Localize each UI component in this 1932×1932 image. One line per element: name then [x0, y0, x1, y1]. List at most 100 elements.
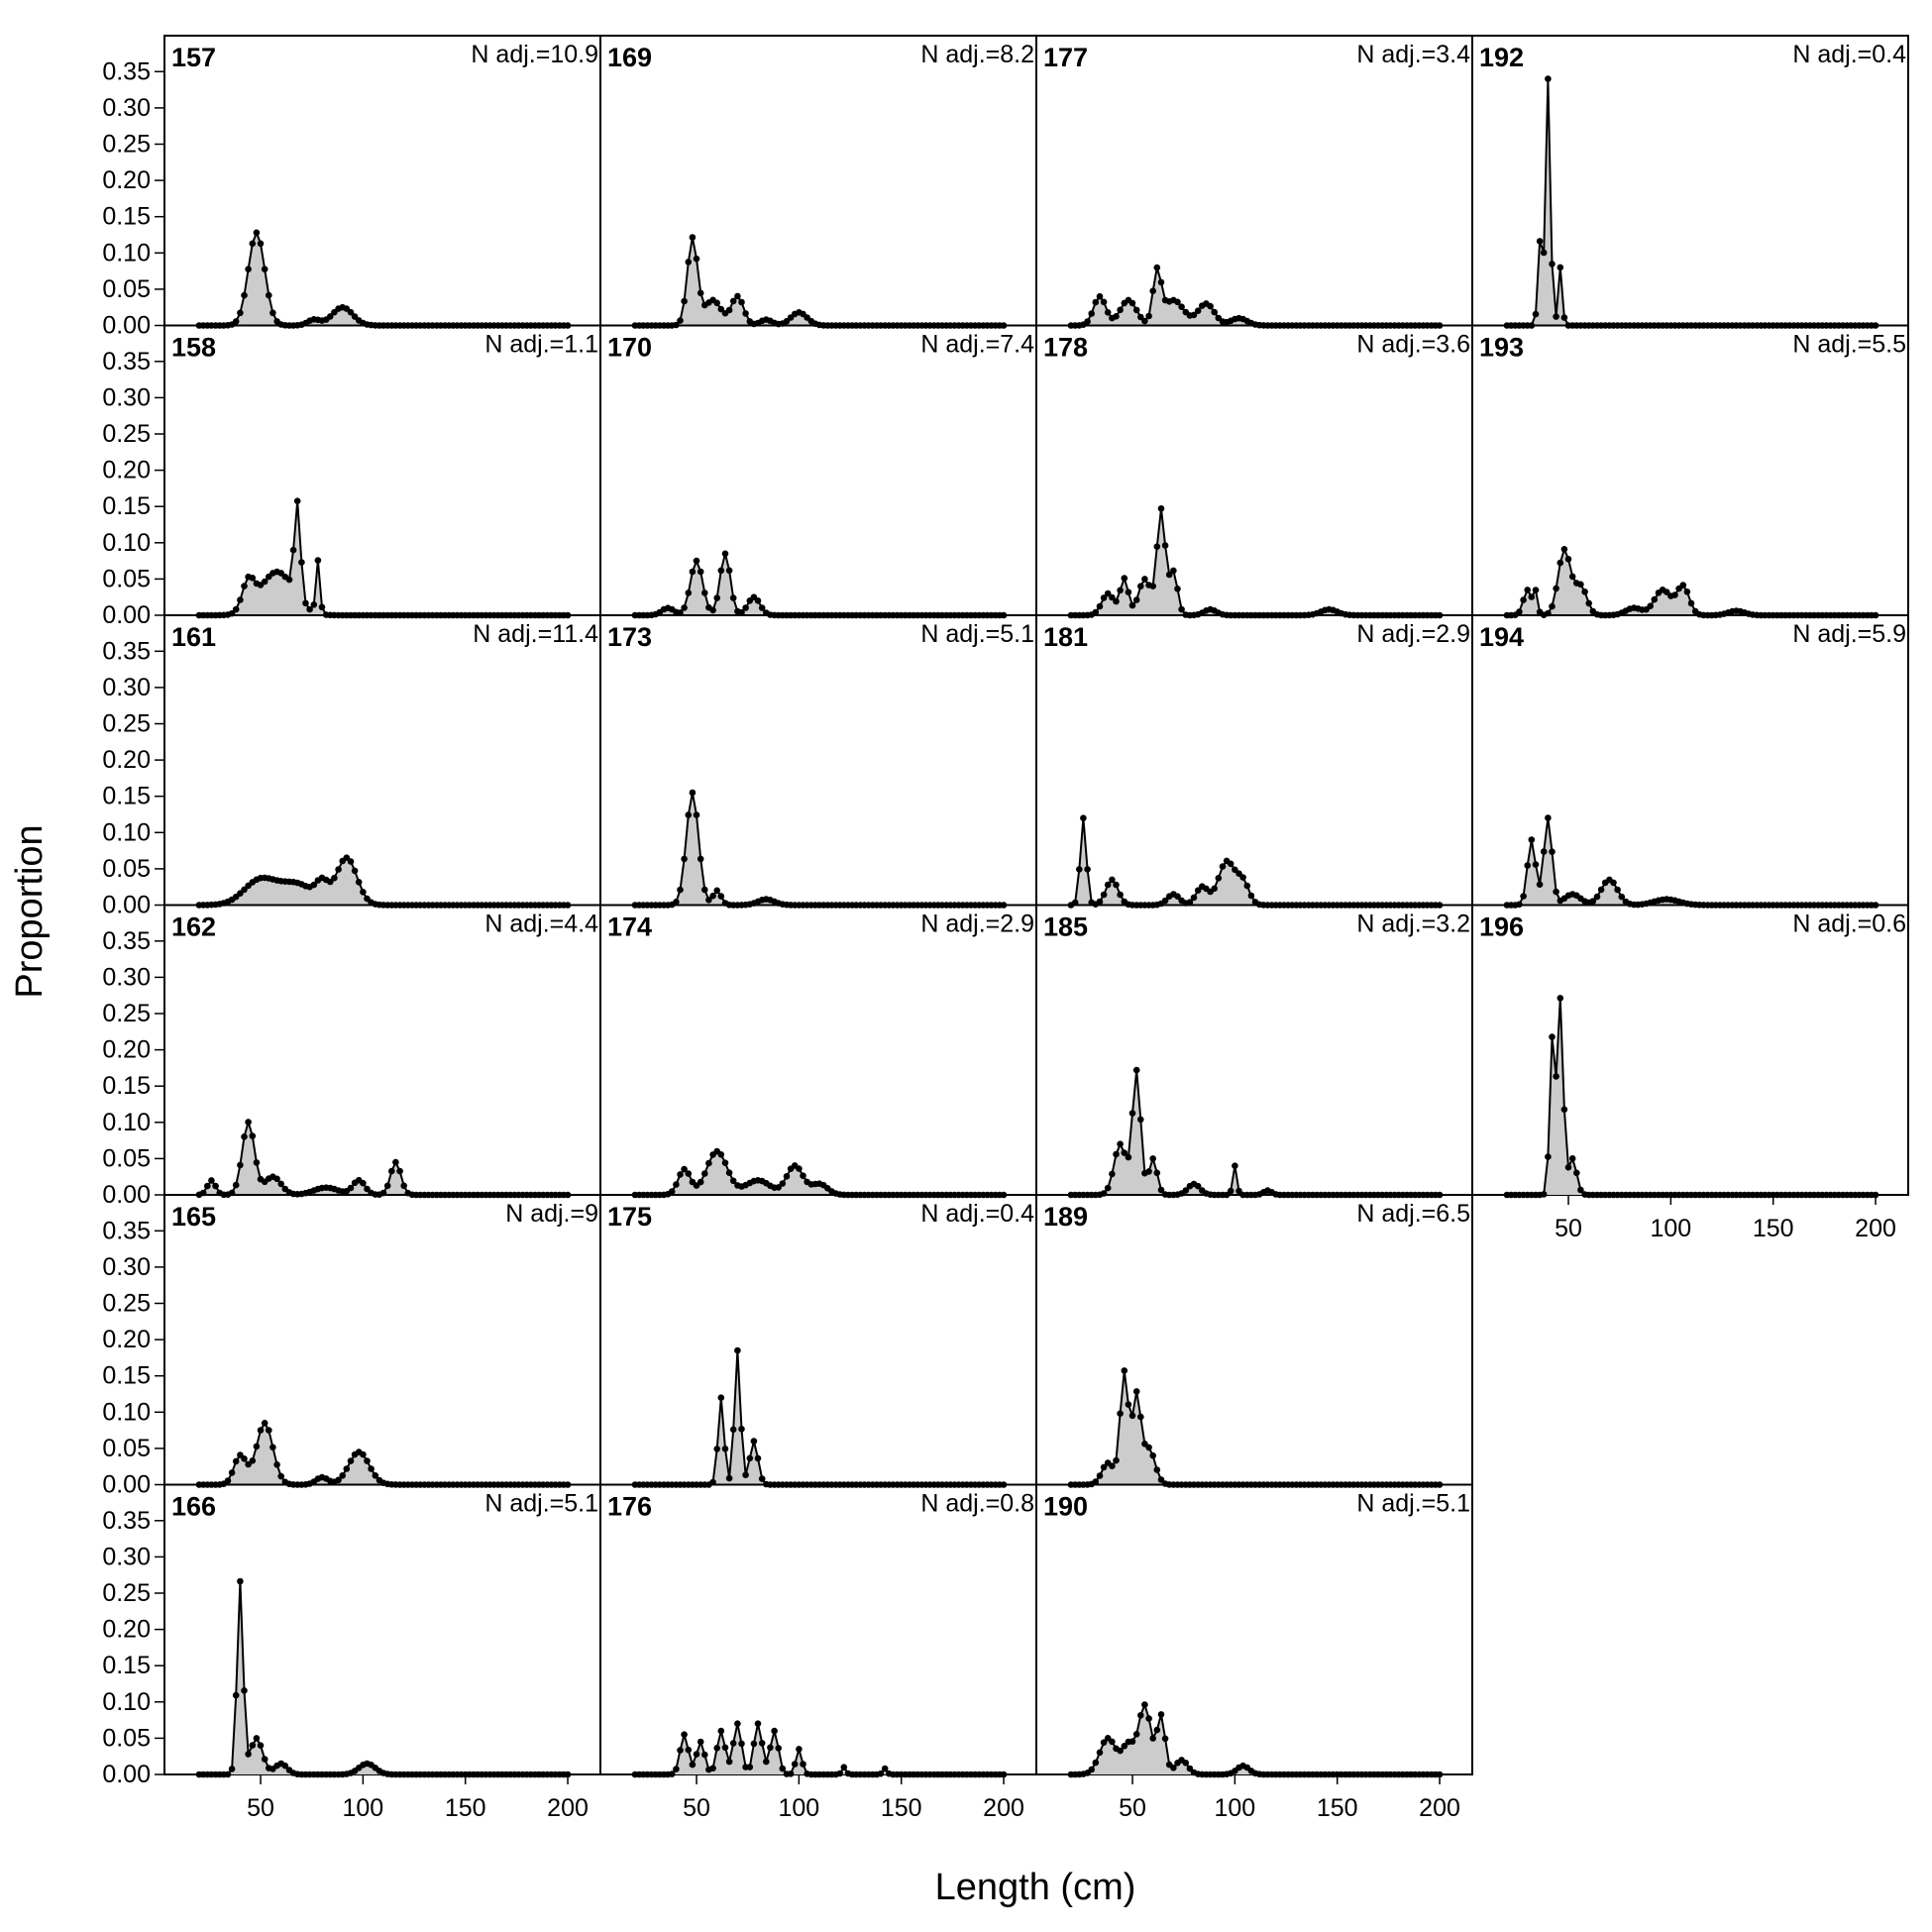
data-point — [1568, 573, 1576, 581]
data-point — [1190, 311, 1198, 319]
data-point — [1178, 605, 1185, 613]
y-tick-label: 0.35 — [102, 348, 151, 376]
data-point — [1165, 571, 1173, 579]
data-point — [314, 557, 322, 564]
panel-frame — [163, 1194, 601, 1486]
data-point — [1141, 317, 1148, 325]
panel-177: 177 N adj.=3.4 — [1035, 35, 1473, 329]
data-point — [689, 568, 697, 576]
y-tick-label: 0.05 — [102, 855, 151, 883]
data-point — [1227, 1187, 1234, 1195]
data-point — [1125, 1401, 1132, 1408]
data-point — [1088, 310, 1095, 317]
data-point — [261, 1756, 268, 1763]
y-tick-label: 0.05 — [102, 1144, 151, 1172]
data-point — [705, 897, 712, 904]
data-point — [1084, 318, 1091, 325]
y-tick-label: 0.20 — [102, 1326, 151, 1353]
data-point — [709, 1765, 716, 1771]
data-point — [758, 1740, 766, 1747]
data-point — [1109, 593, 1116, 601]
n-adj-label: N adj.=3.6 — [1356, 331, 1470, 359]
data-point — [1589, 898, 1597, 905]
data-point — [1161, 542, 1169, 549]
data-point — [1104, 309, 1112, 316]
panel-title: 175 — [607, 1202, 652, 1232]
data-point — [754, 1454, 762, 1462]
data-point — [1157, 1476, 1165, 1483]
series-area — [199, 1581, 568, 1774]
data-point — [729, 1177, 737, 1185]
data-point — [1153, 264, 1161, 271]
data-point — [681, 1731, 688, 1738]
data-point — [241, 1455, 248, 1462]
data-point — [685, 811, 693, 818]
y-tick-label: 0.20 — [102, 1616, 151, 1644]
data-point — [237, 596, 244, 603]
x-tick-label: 200 — [1419, 1794, 1460, 1822]
panel-173: 173 N adj.=5.1 — [599, 614, 1037, 909]
data-point — [1117, 587, 1124, 594]
y-tick-label: 0.35 — [102, 927, 151, 955]
data-point — [717, 305, 725, 313]
data-point — [1157, 1711, 1165, 1718]
data-point — [1556, 264, 1564, 271]
panel-185: 185 N adj.=3.2 — [1035, 904, 1473, 1199]
panel-frame — [599, 35, 1037, 327]
data-point — [245, 1751, 252, 1758]
x-tick-label: 200 — [983, 1794, 1024, 1822]
data-point — [1235, 1187, 1242, 1195]
data-point — [742, 310, 749, 317]
panel-frame — [599, 1194, 1037, 1486]
panel-190: 190 N adj.=5.1 — [1035, 1483, 1473, 1778]
panel-frame — [1035, 35, 1473, 327]
panel-196: 196 N adj.=0.6 — [1471, 904, 1909, 1199]
data-point — [779, 1765, 787, 1772]
panel-title: 174 — [607, 912, 652, 942]
n-adj-label: N adj.=10.9 — [471, 41, 598, 68]
x-tick-label: 50 — [247, 1794, 274, 1822]
data-point — [339, 1472, 347, 1479]
data-point — [241, 583, 248, 590]
data-point — [1239, 874, 1246, 881]
y-tick-label: 0.10 — [102, 1398, 151, 1426]
data-point — [383, 1182, 391, 1190]
x-tick-label: 150 — [445, 1794, 486, 1822]
y-tick-label: 0.05 — [102, 565, 151, 592]
data-point — [1153, 1169, 1161, 1177]
data-point — [713, 1745, 720, 1752]
series-area — [1071, 1370, 1440, 1485]
panel-frame — [1471, 324, 1909, 616]
data-point — [1194, 307, 1202, 315]
data-point — [1141, 576, 1148, 583]
data-point — [273, 1175, 280, 1183]
y-tick-label: 0.20 — [102, 166, 151, 194]
data-point — [729, 594, 737, 601]
data-point — [881, 1765, 889, 1772]
x-tick-label: 200 — [1855, 1215, 1896, 1242]
data-point — [1573, 1169, 1580, 1177]
data-point — [1553, 313, 1559, 320]
data-point — [734, 1720, 741, 1727]
data-point — [257, 1427, 265, 1434]
data-point — [1564, 556, 1572, 563]
data-point — [1128, 1738, 1136, 1745]
data-point — [1145, 1168, 1152, 1175]
data-point — [800, 1172, 806, 1179]
series-area — [199, 500, 568, 615]
y-tick-label: 0.15 — [102, 1652, 151, 1679]
data-point — [1084, 866, 1091, 873]
data-point — [1536, 238, 1544, 245]
data-point — [1610, 879, 1617, 887]
data-point — [364, 1185, 371, 1193]
data-point — [1113, 1150, 1120, 1158]
data-point — [693, 811, 700, 818]
data-point — [1549, 602, 1556, 610]
data-point — [1092, 1759, 1100, 1767]
y-tick-label: 0.35 — [102, 1217, 151, 1244]
data-point — [1597, 886, 1605, 894]
y-tick-label: 0.25 — [102, 1290, 151, 1318]
data-point — [237, 309, 244, 317]
data-point — [1182, 1187, 1190, 1194]
data-point — [1647, 602, 1654, 609]
